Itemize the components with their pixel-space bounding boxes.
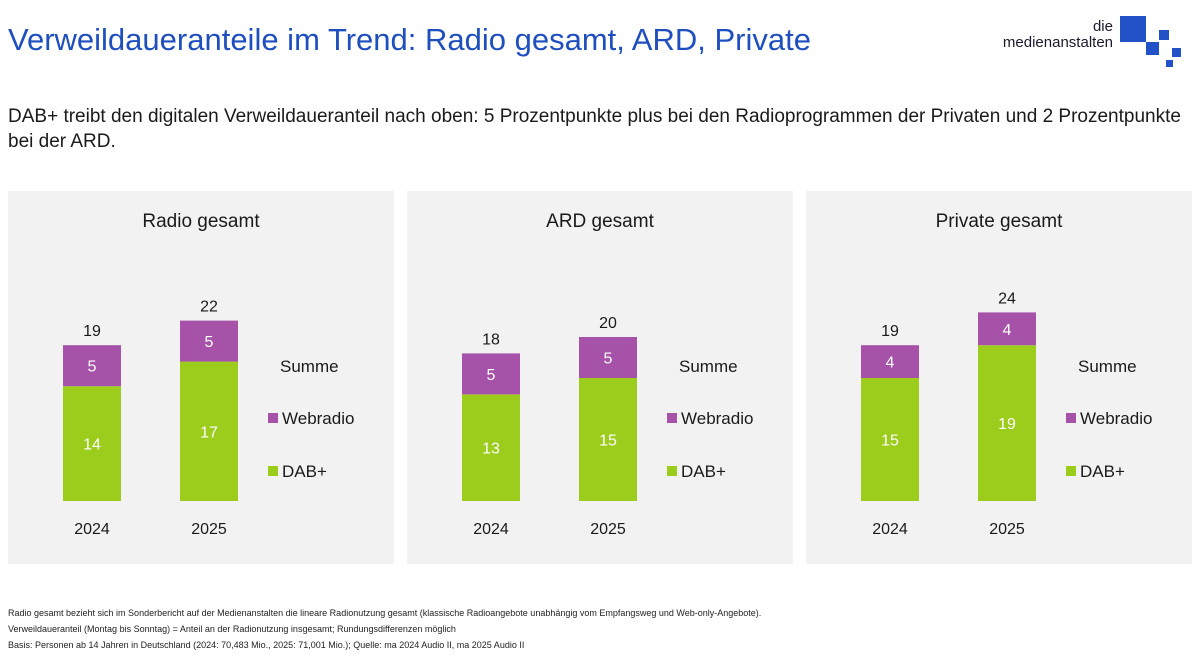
bar-dab (462, 394, 520, 501)
legend-summe: Summe (280, 357, 339, 376)
legend-webradio: Webradio (282, 409, 354, 428)
legend-webradio-swatch (268, 413, 278, 423)
data-label-dab: 15 (881, 433, 899, 450)
legend-dab-swatch (1066, 466, 1076, 476)
category-tick-label: 2025 (989, 521, 1025, 538)
legend-dab: DAB+ (681, 462, 726, 481)
data-label-dab: 17 (200, 424, 218, 441)
subtitle: DAB+ treibt den digitalen Verweildaueran… (8, 106, 1181, 152)
footnote: Basis: Personen ab 14 Jahren in Deutschl… (8, 640, 525, 650)
data-label-dab: 13 (482, 441, 500, 458)
data-label-dab: 19 (998, 416, 1016, 433)
bar-dab (861, 378, 919, 501)
chart-title: Private gesamt (935, 211, 1063, 232)
data-label-webradio: 4 (1003, 322, 1012, 339)
legend-webradio-swatch (667, 413, 677, 423)
logo-line-1: die (1092, 18, 1113, 35)
bar-dab (579, 378, 637, 501)
bar-webradio (579, 337, 637, 378)
chart-title: Radio gesamt (142, 211, 260, 232)
category-tick-label: 2025 (590, 521, 626, 538)
legend-summe: Summe (679, 357, 738, 376)
page-title: Verweildaueranteile im Trend: Radio gesa… (8, 22, 811, 57)
data-label-dab: 14 (83, 437, 101, 454)
category-tick-label: 2025 (191, 521, 227, 538)
logo-line-2: medienanstalten (1002, 34, 1113, 51)
footnote: Verweildaueranteil (Montag bis Sonntag) … (8, 624, 456, 634)
logo-squares-icon (1120, 16, 1181, 67)
medienanstalten-logo: die medienanstalten (975, 14, 1195, 74)
legend-dab-swatch (667, 466, 677, 476)
category-tick-label: 2024 (473, 521, 509, 538)
chart-ard-gesamt: 13 5 18 2024 15 5 20 2025 Summe Webradio DAB+ (462, 315, 753, 538)
legend-webradio-swatch (1066, 413, 1076, 423)
total-label: 18 (482, 331, 500, 348)
total-label: 19 (881, 323, 899, 340)
category-tick-label: 2024 (74, 521, 110, 538)
bar-dab (63, 386, 121, 501)
bar-webradio (462, 353, 520, 395)
category-tick-label: 2024 (872, 521, 908, 538)
total-label: 24 (998, 290, 1016, 307)
legend-dab: DAB+ (282, 462, 327, 481)
data-label-webradio: 4 (886, 355, 895, 372)
chart-panel-ard-gesamt: ARD gesamt 13 5 18 2024 15 5 20 2025 Summe Webrad… (407, 191, 793, 564)
total-label: 19 (83, 323, 101, 340)
data-label-webradio: 5 (88, 359, 97, 376)
bar-webradio (63, 345, 121, 387)
chart-panel-radio-gesamt: Radio gesamt 14 5 19 2024 17 5 22 2025 Summe Webr… (8, 191, 394, 564)
legend-dab: DAB+ (1080, 462, 1125, 481)
chart-title: ARD gesamt (546, 211, 654, 232)
bar-dab (978, 345, 1036, 501)
bar-webradio (978, 312, 1036, 346)
data-label-webradio: 5 (487, 367, 496, 384)
total-label: 20 (599, 315, 617, 332)
bar-webradio (861, 345, 919, 378)
legend-webradio: Webradio (681, 409, 753, 428)
footnote: Radio gesamt bezieht sich im Sonderberic… (8, 608, 762, 618)
data-label-webradio: 5 (604, 351, 613, 368)
legend-dab-swatch (268, 466, 278, 476)
legend-summe: Summe (1078, 357, 1137, 376)
chart-radio-gesamt: 14 5 19 2024 17 5 22 2025 Summe Webradio DAB+ (63, 299, 354, 538)
chart-private-gesamt: 15 4 19 2024 19 4 24 2025 Summe Webradio DAB+ (861, 290, 1152, 538)
footnotes: Radio gesamt bezieht sich im Sonderberic… (8, 605, 1198, 653)
legend-webradio: Webradio (1080, 409, 1152, 428)
chart-panel-private-gesamt: Private gesamt 15 4 19 2024 19 4 24 2025 Summe We… (806, 191, 1192, 564)
bar-dab (180, 361, 238, 501)
data-label-dab: 15 (599, 433, 617, 450)
bar-webradio (180, 320, 238, 362)
data-label-webradio: 5 (205, 334, 214, 351)
total-label: 22 (200, 299, 218, 316)
